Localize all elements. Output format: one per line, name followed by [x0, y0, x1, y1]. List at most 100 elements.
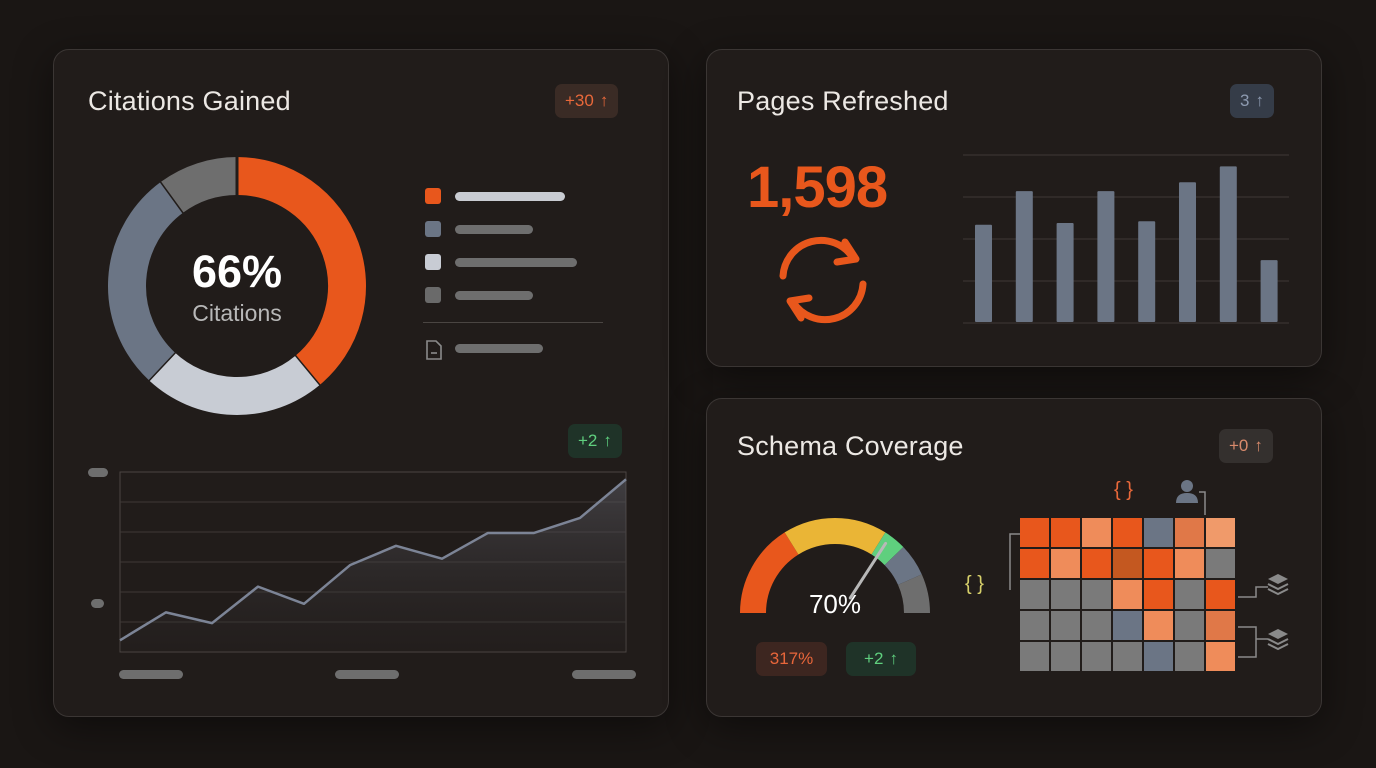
heatmap-cell: [1020, 580, 1049, 609]
heatmap-cell: [1082, 549, 1111, 578]
schema-stat-badge[interactable]: 317%: [756, 642, 827, 676]
schema-stat-value: 317%: [769, 649, 814, 668]
heatmap-cell: [1082, 611, 1111, 640]
heatmap-cell: [1113, 580, 1142, 609]
gauge-value: 70%: [808, 589, 862, 619]
arrow-up-icon: ↑: [1255, 91, 1264, 110]
heatmap-cell: [1206, 518, 1235, 547]
citations-title: Citations Gained: [88, 86, 291, 116]
heatmap-cell: [1082, 518, 1111, 547]
pages-bar: [975, 224, 992, 322]
code-braces-icon: { }: [1114, 479, 1133, 501]
gauge-segment-1: [740, 532, 799, 614]
layers-icon: [1267, 629, 1289, 651]
schema-title: Schema Coverage: [737, 431, 964, 461]
layers-icon: [1267, 574, 1289, 596]
legend-bar-3: [455, 258, 577, 267]
legend-divider: [423, 322, 603, 323]
document-icon: [426, 340, 442, 360]
heatmap-cell: [1113, 642, 1142, 671]
gauge-segment-3: [871, 532, 904, 566]
pages-badge-value: 3: [1240, 91, 1250, 110]
heatmap-cell: [1175, 549, 1204, 578]
citations-trend-line: [119, 478, 627, 642]
pages-bar: [1097, 191, 1115, 322]
heatmap-cell: [1082, 580, 1111, 609]
legend-swatch-slate: [425, 221, 441, 237]
pages-bar-chart: [963, 154, 1289, 324]
pages-bar: [1179, 182, 1196, 322]
y-axis-label-top: [88, 468, 108, 477]
trend-badge[interactable]: +2 ↑: [568, 424, 622, 458]
heatmap-cell: [1020, 642, 1049, 671]
line-area: [120, 479, 626, 651]
heatmap-cell: [1051, 580, 1080, 609]
trend-badge-value: +2: [578, 431, 598, 450]
x-axis-label-2: [335, 670, 399, 679]
heatmap-cell: [1206, 580, 1235, 609]
donut-value: 66%: [191, 246, 283, 297]
donut-segment-3: [108, 181, 184, 381]
schema-card: Schema Coverage +0 ↑ 70% 317% +2 ↑ { } {…: [706, 398, 1322, 717]
refresh-icon: [779, 236, 867, 324]
heatmap-cell: [1051, 642, 1080, 671]
heatmap-cell: [1020, 549, 1049, 578]
gauge-segment-4: [884, 547, 922, 586]
legend-swatch-gray: [425, 287, 441, 303]
heatmap-cell: [1144, 549, 1173, 578]
heatmap-cell: [1175, 642, 1204, 671]
arrow-up-icon: ↑: [603, 431, 612, 450]
arrow-up-icon: ↑: [599, 91, 609, 110]
schema-trend-badge[interactable]: +2 ↑: [846, 642, 916, 676]
heatmap-cell: [1082, 642, 1111, 671]
legend-bar-1: [455, 192, 565, 201]
pages-bar: [1015, 191, 1033, 322]
heatmap-cell: [1051, 518, 1080, 547]
heatmap-cell: [1206, 642, 1235, 671]
donut-segment-1: [236, 157, 366, 386]
heatmap-cell: [1051, 611, 1080, 640]
heatmap-cell: [1020, 611, 1049, 640]
person-icon: [1176, 480, 1206, 515]
pages-bar: [1219, 166, 1237, 322]
heatmap-cell: [1175, 580, 1204, 609]
pages-title: Pages Refreshed: [737, 86, 949, 116]
heatmap-cell: [1206, 611, 1235, 640]
connector-right: [1238, 586, 1268, 658]
arrow-up-icon: ↑: [1254, 436, 1263, 455]
legend-swatch-orange: [425, 188, 441, 204]
heatmap-cell: [1020, 518, 1049, 547]
heatmap-cell: [1113, 549, 1142, 578]
heatmap-cell: [1144, 642, 1173, 671]
schema-heatmap: [1020, 518, 1235, 671]
y-axis-label-bottom: [91, 599, 104, 608]
pages-card: Pages Refreshed 3 ↑ 1,598: [706, 49, 1322, 367]
pages-badge[interactable]: 3 ↑: [1230, 84, 1274, 118]
heatmap-cell: [1206, 549, 1235, 578]
donut-label: Citations: [192, 300, 282, 326]
heatmap-cell: [1144, 518, 1173, 547]
citations-donut-chart: [108, 156, 366, 415]
legend-bar-5: [455, 344, 543, 353]
code-braces-icon: { }: [965, 573, 984, 595]
x-axis-label-3: [572, 670, 636, 679]
heatmap-cell: [1113, 611, 1142, 640]
citations-line-chart: [119, 471, 627, 653]
heatmap-cell: [1051, 549, 1080, 578]
heatmap-cell: [1144, 611, 1173, 640]
schema-badge[interactable]: +0 ↑: [1219, 429, 1273, 463]
citations-badge[interactable]: +30 ↑: [555, 84, 619, 118]
pages-value: 1,598: [747, 155, 888, 220]
citations-badge-value: +30: [565, 91, 594, 110]
pages-bar: [1056, 222, 1074, 322]
x-axis-label-1: [119, 670, 183, 679]
heatmap-cell: [1113, 518, 1142, 547]
schema-gauge: [740, 518, 930, 614]
legend-swatch-light: [425, 254, 441, 270]
legend-bar-4: [455, 291, 533, 300]
pages-bar: [1260, 260, 1278, 322]
pages-bar: [1138, 221, 1156, 322]
heatmap-cell: [1144, 580, 1173, 609]
heatmap-cell: [1175, 518, 1204, 547]
citations-card: Citations Gained +30 ↑ 66% Citations +2 …: [53, 49, 669, 717]
